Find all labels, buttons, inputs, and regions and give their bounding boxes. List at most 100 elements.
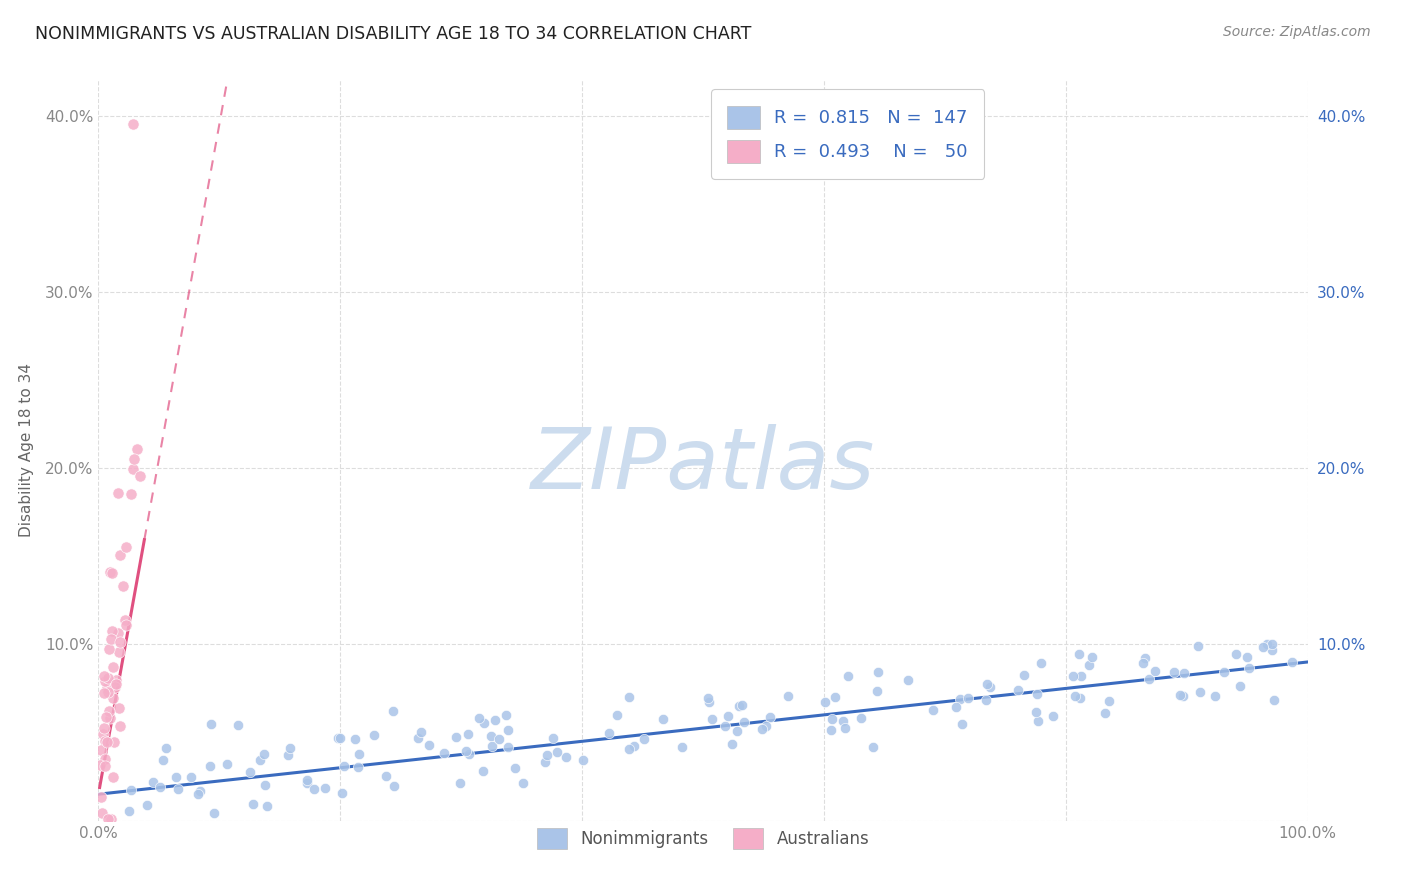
Point bbox=[114, 618, 136, 632]
Point bbox=[1236, 649, 1258, 664]
Point bbox=[1094, 706, 1116, 721]
Point bbox=[976, 676, 998, 690]
Point bbox=[534, 755, 557, 769]
Point bbox=[129, 469, 152, 483]
Point bbox=[180, 770, 202, 784]
Point bbox=[512, 776, 534, 790]
Point bbox=[821, 713, 844, 727]
Point bbox=[1025, 687, 1047, 701]
Point bbox=[93, 759, 115, 773]
Point bbox=[949, 692, 972, 706]
Point bbox=[302, 781, 325, 796]
Point bbox=[606, 708, 628, 723]
Point bbox=[120, 783, 142, 797]
Point bbox=[1069, 647, 1091, 661]
Point bbox=[671, 740, 693, 755]
Point bbox=[496, 740, 519, 755]
Point bbox=[950, 717, 973, 731]
Y-axis label: Disability Age 18 to 34: Disability Age 18 to 34 bbox=[18, 363, 34, 538]
Point bbox=[731, 698, 754, 712]
Point bbox=[122, 461, 145, 475]
Point bbox=[166, 781, 188, 796]
Point bbox=[1081, 649, 1104, 664]
Point bbox=[696, 691, 718, 706]
Point bbox=[96, 681, 118, 695]
Point bbox=[1070, 668, 1092, 682]
Point bbox=[700, 712, 723, 726]
Point bbox=[409, 725, 432, 739]
Point bbox=[728, 699, 751, 714]
Point bbox=[1144, 664, 1167, 678]
Point bbox=[866, 683, 889, 698]
Point bbox=[108, 635, 131, 649]
Point bbox=[813, 695, 835, 709]
Point bbox=[776, 690, 799, 704]
Point bbox=[93, 721, 115, 735]
Point bbox=[124, 452, 146, 467]
Point bbox=[112, 578, 135, 592]
Point bbox=[468, 711, 491, 725]
Text: NONIMMIGRANTS VS AUSTRALIAN DISABILITY AGE 18 TO 34 CORRELATION CHART: NONIMMIGRANTS VS AUSTRALIAN DISABILITY A… bbox=[35, 25, 752, 43]
Point bbox=[1098, 693, 1121, 707]
Point bbox=[93, 686, 115, 700]
Point bbox=[1204, 689, 1226, 703]
Point bbox=[834, 721, 856, 735]
Point bbox=[347, 759, 370, 773]
Point bbox=[242, 797, 264, 812]
Point bbox=[824, 690, 846, 705]
Point bbox=[717, 709, 740, 723]
Point bbox=[1256, 637, 1278, 651]
Point bbox=[751, 722, 773, 736]
Point bbox=[406, 731, 429, 746]
Point bbox=[851, 711, 873, 725]
Point bbox=[733, 714, 755, 729]
Point bbox=[98, 566, 121, 580]
Point bbox=[484, 714, 506, 728]
Point bbox=[488, 731, 510, 746]
Point bbox=[472, 764, 495, 778]
Point bbox=[94, 751, 117, 765]
Point bbox=[297, 773, 319, 788]
Point bbox=[332, 758, 354, 772]
Point bbox=[1132, 656, 1154, 670]
Point bbox=[107, 486, 129, 500]
Point bbox=[97, 685, 120, 699]
Point bbox=[623, 739, 645, 753]
Point bbox=[381, 705, 404, 719]
Point bbox=[1163, 665, 1185, 679]
Point bbox=[495, 707, 517, 722]
Point bbox=[1281, 655, 1303, 669]
Point bbox=[1213, 665, 1236, 679]
Point bbox=[479, 729, 502, 743]
Point bbox=[101, 566, 124, 580]
Point bbox=[108, 645, 131, 659]
Point bbox=[136, 798, 159, 813]
Point bbox=[1077, 658, 1099, 673]
Point bbox=[454, 743, 477, 757]
Point bbox=[897, 673, 920, 687]
Point bbox=[152, 753, 174, 767]
Point bbox=[155, 740, 177, 755]
Point bbox=[1026, 714, 1049, 729]
Point bbox=[1229, 679, 1251, 693]
Point bbox=[472, 716, 495, 731]
Point bbox=[496, 723, 519, 737]
Point bbox=[127, 442, 149, 457]
Point bbox=[100, 624, 122, 639]
Point bbox=[444, 730, 467, 744]
Point bbox=[543, 731, 565, 745]
Point bbox=[107, 626, 129, 640]
Point bbox=[253, 747, 276, 761]
Point bbox=[633, 731, 655, 746]
Point bbox=[1225, 648, 1247, 662]
Point bbox=[188, 783, 211, 797]
Point bbox=[200, 717, 222, 731]
Point bbox=[837, 669, 859, 683]
Point bbox=[449, 775, 471, 789]
Point bbox=[326, 731, 349, 746]
Point bbox=[100, 632, 122, 647]
Point bbox=[297, 776, 319, 790]
Point bbox=[108, 719, 131, 733]
Point bbox=[1187, 639, 1209, 653]
Point bbox=[457, 747, 479, 761]
